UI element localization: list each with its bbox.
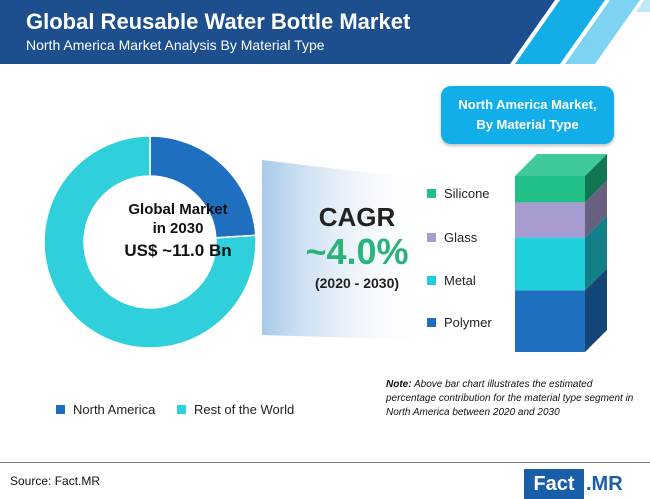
legend-label-polymer: Polymer	[444, 315, 492, 330]
donut-center-value: US$ ~11.0 Bn	[124, 241, 232, 260]
donut-center-line2: in 2030	[152, 220, 204, 237]
bar-segment-side-silicone	[585, 154, 607, 203]
note-text: Above bar chart illustrates the estimate…	[386, 379, 634, 418]
donut-chart	[43, 135, 257, 349]
legend-item-metal: Metal	[427, 273, 476, 288]
legend-label-north-america: North America	[73, 402, 156, 417]
legend-swatch-silicone	[427, 189, 436, 198]
logo-mr: .MR	[586, 473, 623, 495]
cagr-block: CAGR ~4.0% (2020 - 2030)	[292, 202, 422, 294]
bar-segment-side-metal	[585, 215, 607, 291]
legend-item-silicone: Silicone	[427, 186, 490, 201]
bar-segment-metal	[515, 237, 585, 291]
legend-swatch-rest-of-world	[177, 405, 186, 414]
legend-item-north-america: North America	[56, 402, 155, 417]
legend-label-rest-of-world: Rest of the World	[194, 402, 295, 417]
footer-divider	[0, 462, 650, 463]
page-title: Global Reusable Water Bottle Market	[26, 9, 411, 34]
page-subtitle: North America Market Analysis By Materia…	[26, 37, 325, 53]
logo-fact: Fact	[524, 469, 584, 499]
factmr-logo: Fact .MR	[524, 469, 650, 499]
legend-label-glass: Glass	[444, 230, 478, 245]
bar-top-face	[515, 154, 607, 176]
header-banner: Global Reusable Water Bottle Market Nort…	[0, 0, 650, 64]
cagr-value: ~4.0%	[305, 231, 409, 272]
donut-slice-rest-of-world	[43, 135, 257, 349]
donut-connector	[262, 160, 430, 340]
donut-center-line1: Global Market	[128, 201, 228, 218]
legend-label-silicone: Silicone	[444, 186, 490, 201]
cagr-label: CAGR	[318, 202, 396, 232]
bar-segment-polymer	[515, 290, 585, 352]
cagr-period: (2020 - 2030)	[314, 275, 400, 291]
chart-note: Note: Above bar chart illustrates the es…	[386, 378, 636, 420]
bar-segment-side-polymer	[585, 268, 607, 352]
stacked-bar-chart	[515, 154, 607, 352]
bar-segment-silicone	[515, 176, 585, 203]
bar-segment-glass	[515, 202, 585, 238]
segment-badge-text: North America Market, By Material Type	[458, 97, 597, 132]
legend-item-polymer: Polymer	[427, 315, 492, 330]
legend-swatch-metal	[427, 276, 436, 285]
note-prefix: Note:	[386, 379, 412, 390]
segment-badge: North America Market, By Material Type	[441, 86, 614, 144]
source-credit: Source: Fact.MR	[10, 474, 101, 488]
legend-swatch-north-america	[56, 405, 65, 414]
bar-segment-side-glass	[585, 180, 607, 238]
legend-item-glass: Glass	[427, 230, 477, 245]
donut-center-label: Global Market in 2030 US$ ~11.0 Bn	[78, 200, 278, 264]
legend-swatch-glass	[427, 233, 436, 242]
header-background	[0, 0, 650, 64]
legend-label-metal: Metal	[444, 273, 476, 288]
legend-item-rest-of-world: Rest of the World	[177, 402, 294, 417]
legend-swatch-polymer	[427, 318, 436, 327]
